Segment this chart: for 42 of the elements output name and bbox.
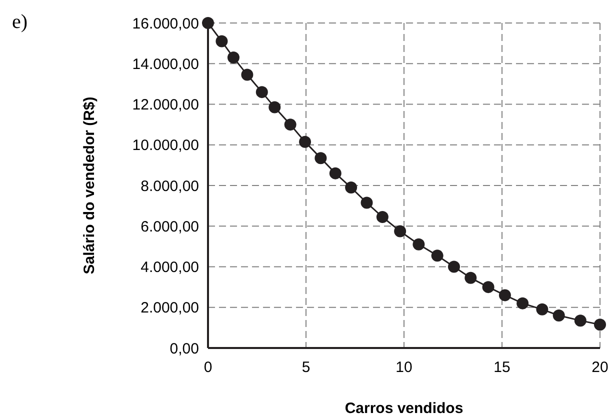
y-tick-label: 6.000,00 (140, 218, 199, 236)
point (376, 210, 388, 223)
y-tick-label: 12.000,00 (132, 96, 199, 114)
point (412, 238, 425, 250)
point (227, 52, 240, 64)
y-tick-label: 10.000,00 (132, 137, 199, 154)
point (574, 314, 586, 327)
point (256, 86, 268, 98)
point (552, 310, 565, 322)
point (314, 152, 327, 164)
point (536, 303, 548, 316)
y-tick-label: 14.000,00 (132, 56, 199, 73)
y-tick-label: 8.000,00 (140, 178, 199, 195)
point (284, 118, 296, 131)
point (360, 196, 373, 209)
point (498, 289, 511, 302)
point (394, 225, 406, 238)
x-tick-label: 0 (204, 359, 212, 376)
point (448, 260, 460, 273)
point (329, 167, 342, 180)
point (241, 68, 254, 81)
text: e) (12, 11, 28, 33)
y-tick-label: 16.000,00 (132, 15, 199, 32)
y-tick-label: 4.000,00 (140, 259, 199, 276)
y-tick-label: 2.000,00 (140, 300, 199, 317)
point (268, 101, 281, 114)
point (431, 250, 444, 262)
x-tick-label: 15 (494, 359, 510, 376)
point (216, 35, 228, 48)
point (299, 136, 312, 148)
point (594, 318, 606, 331)
x-tick-label: 5 (302, 359, 310, 376)
x-tick-label: 20 (592, 359, 608, 376)
point (482, 281, 494, 294)
x-axis-title: Carros vendidos (344, 400, 464, 417)
point (202, 17, 214, 29)
x-tick-label: 10 (396, 359, 412, 376)
y-tick-label: 0,00 (170, 340, 199, 358)
y-axis-title: Salário do vendedor (R$) (81, 96, 98, 274)
point (345, 182, 358, 194)
point (516, 297, 529, 310)
point (464, 272, 477, 284)
